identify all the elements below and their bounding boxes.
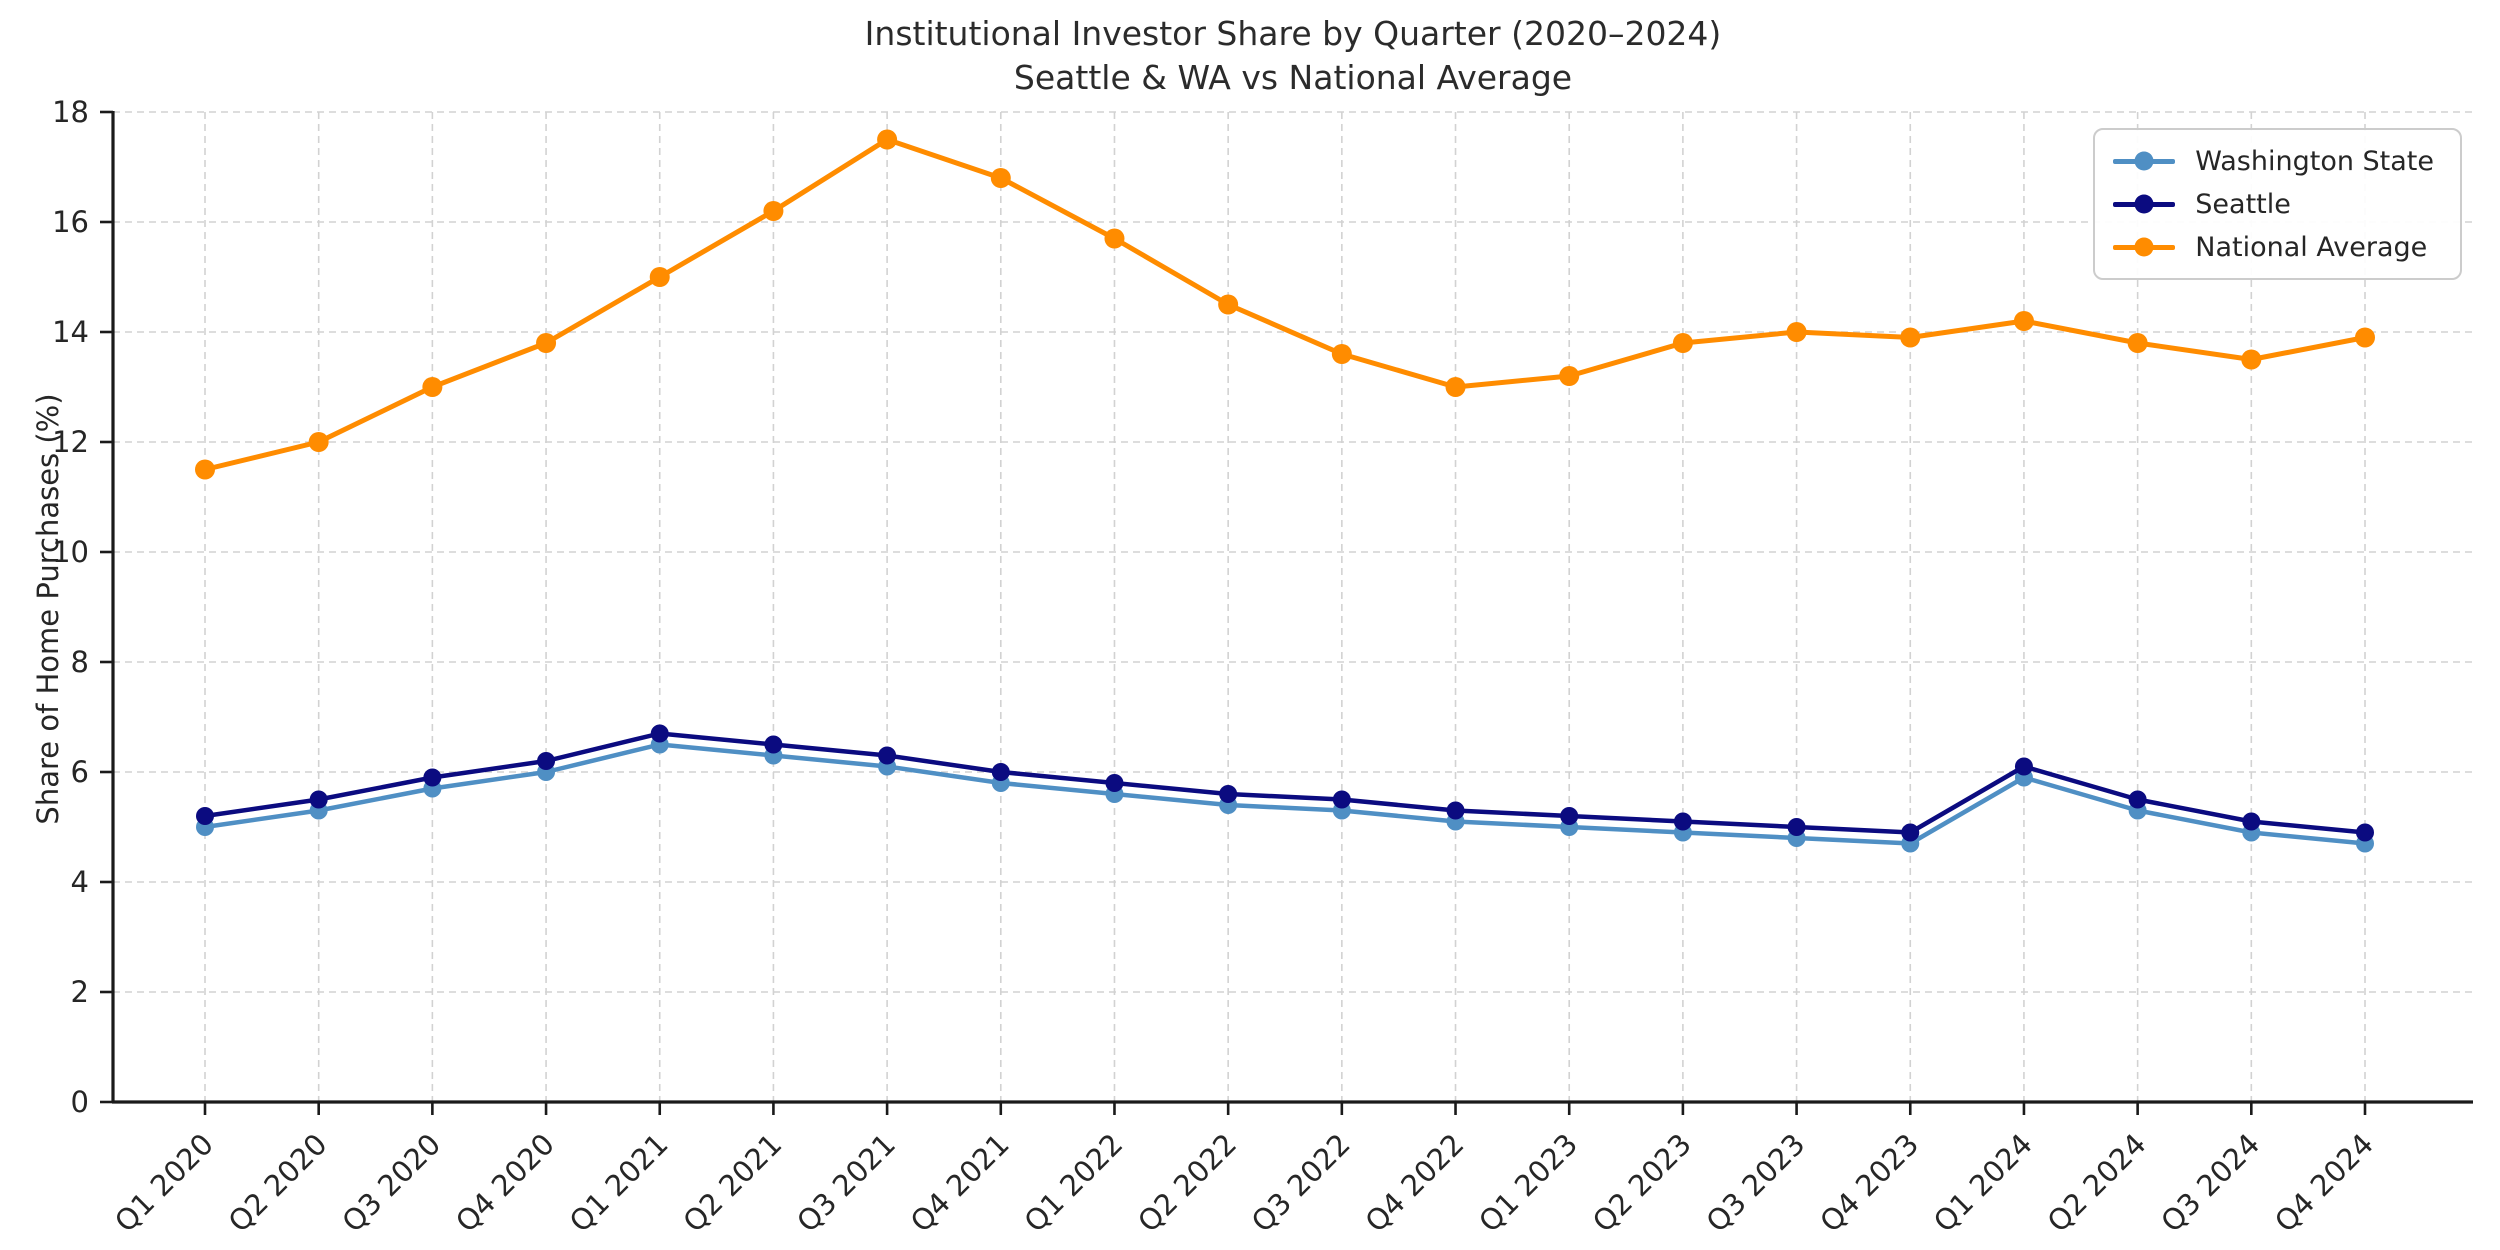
y-tick-label: 2: [71, 975, 89, 1009]
x-tick-label: Q3 2020: [335, 1127, 447, 1239]
data-point-seattle: [650, 724, 669, 743]
data-point-seattle: [1446, 801, 1465, 820]
data-point-national-average: [2241, 349, 2262, 370]
data-point-national-average: [422, 377, 443, 397]
data-point-seattle: [1332, 790, 1351, 809]
data-point-seattle: [423, 768, 442, 787]
data-point-seattle: [764, 735, 783, 754]
legend-label-seattle: Seattle: [2195, 188, 2291, 220]
series-line-seattle: [202, 731, 2368, 835]
legend-marker-washington-state: [2113, 151, 2176, 171]
series-line-washington-state: [202, 742, 2368, 846]
x-tick-label: Q3 2022: [1245, 1127, 1357, 1239]
y-tick-label: 18: [52, 95, 89, 129]
chart-title-line2: Seattle & WA vs National Average: [1013, 57, 1573, 97]
data-point-seattle: [1787, 818, 1806, 836]
x-tick-label: Q2 2023: [1586, 1127, 1698, 1239]
data-point-national-average: [1559, 366, 1580, 386]
data-point-national-average: [1218, 294, 1239, 315]
x-tick-label: Q3 2024: [2154, 1127, 2266, 1239]
y-tick-label: 6: [71, 755, 89, 789]
data-point-national-average: [763, 201, 784, 221]
data-point-seattle: [2356, 823, 2374, 842]
y-tick-label: 0: [71, 1085, 89, 1119]
data-point-seattle: [309, 790, 328, 809]
data-point-national-average: [1900, 327, 1921, 348]
data-point-seattle: [991, 763, 1010, 781]
x-tick-label: Q1 2024: [1927, 1127, 2039, 1239]
data-point-national-average: [649, 267, 670, 287]
x-tick-label: Q1 2020: [108, 1127, 220, 1239]
data-point-national-average: [2127, 333, 2148, 353]
x-tick-label: Q2 2020: [222, 1127, 334, 1239]
data-point-seattle: [1219, 785, 1238, 803]
data-point-seattle: [2014, 757, 2033, 776]
x-tick-label: Q4 2023: [1813, 1127, 1925, 1239]
data-point-seattle: [2242, 812, 2261, 831]
chart-title: Institutional Investor Share by Quarter …: [113, 12, 2473, 99]
data-point-seattle: [2128, 790, 2147, 809]
legend-item-seattle: Seattle: [2113, 187, 2434, 221]
legend-dot-national-average: [2134, 237, 2154, 257]
legend-marker-national-average: [2113, 237, 2176, 257]
legend-item-washington-state: Washington State: [2113, 144, 2434, 178]
data-point-seattle: [1105, 774, 1124, 792]
data-point-national-average: [1331, 344, 1352, 364]
legend-dot-seattle: [2134, 194, 2154, 214]
data-point-national-average: [308, 432, 329, 452]
data-point-seattle: [1673, 812, 1692, 831]
y-tick-label: 8: [71, 645, 89, 679]
x-tick-label: Q1 2023: [1472, 1127, 1584, 1239]
x-tick-label: Q4 2024: [2268, 1127, 2380, 1239]
data-point-national-average: [1104, 228, 1125, 249]
data-point-national-average: [990, 168, 1011, 188]
data-point-national-average: [2013, 311, 2034, 331]
x-tick-label: Q4 2022: [1359, 1127, 1471, 1239]
legend-label-washington-state: Washington State: [2195, 145, 2434, 177]
data-point-national-average: [2355, 327, 2375, 348]
data-point-seattle: [1560, 807, 1579, 825]
legend-dot-washington-state: [2134, 151, 2154, 171]
x-tick-label: Q1 2021: [563, 1127, 675, 1239]
series-line-national-average: [202, 137, 2368, 472]
data-point-national-average: [1672, 333, 1693, 353]
x-tick-label: Q1 2022: [1017, 1127, 1129, 1239]
data-point-national-average: [1786, 322, 1807, 342]
data-point-national-average: [1445, 377, 1466, 397]
data-point-seattle: [537, 752, 556, 770]
x-tick-label: Q2 2021: [676, 1127, 788, 1239]
legend-item-national-average: National Average: [2113, 230, 2434, 264]
y-tick-label: 12: [52, 425, 89, 459]
data-point-seattle: [1901, 823, 1920, 842]
y-tick-label: 4: [71, 865, 89, 899]
x-tick-label: Q3 2021: [790, 1127, 902, 1239]
legend-label-national-average: National Average: [2195, 231, 2428, 263]
x-tick-label: Q2 2024: [2041, 1127, 2153, 1239]
x-tick-label: Q3 2023: [1700, 1127, 1812, 1239]
data-point-seattle: [878, 746, 897, 765]
x-tick-label: Q4 2021: [904, 1127, 1016, 1239]
x-tick-label: Q4 2020: [449, 1127, 561, 1239]
data-point-national-average: [195, 459, 215, 480]
data-point-seattle: [196, 807, 214, 825]
y-tick-label: 10: [52, 535, 89, 569]
chart-title-line1: Institutional Investor Share by Quarter …: [864, 14, 1722, 53]
x-tick-label: Q2 2022: [1131, 1127, 1243, 1239]
data-point-national-average: [536, 333, 557, 353]
legend: Washington State Seattle National Average: [2093, 128, 2462, 280]
y-tick-label: 14: [52, 315, 89, 349]
legend-marker-seattle: [2113, 194, 2176, 214]
data-point-national-average: [877, 129, 898, 150]
y-tick-label: 16: [52, 205, 89, 239]
